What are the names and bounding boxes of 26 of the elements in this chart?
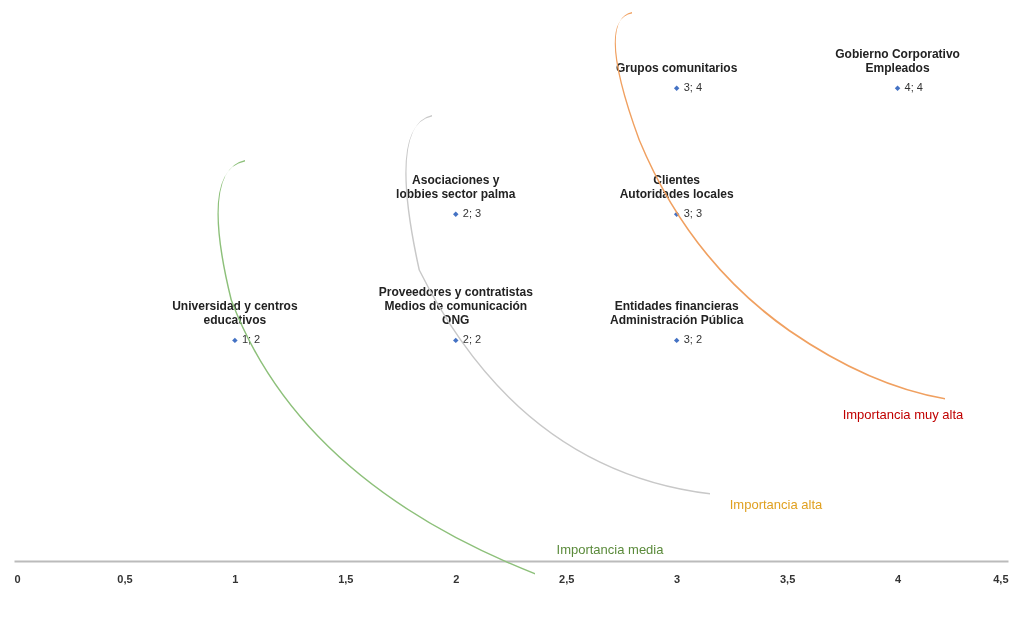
- annotation: Proveedores y contratistas Medios de comunicación ONG: [378, 285, 534, 328]
- data-label: 1; 2: [241, 333, 261, 346]
- x-tick-label: 1: [232, 572, 239, 585]
- x-tick-label: 0: [14, 572, 21, 585]
- annotation: Importancia alta: [729, 497, 824, 512]
- x-tick-label: 1,5: [338, 572, 354, 585]
- data-label: 3; 4: [683, 81, 703, 94]
- annotation: Importancia media: [556, 542, 665, 557]
- x-tick-label: 2: [453, 572, 460, 585]
- data-label: 2; 2: [462, 333, 482, 346]
- data-label: 2; 3: [462, 207, 482, 220]
- annotation: Asociaciones y lobbies sector palma: [396, 173, 516, 202]
- data-label: 3; 2: [683, 333, 703, 346]
- data-label: 3; 3: [683, 207, 703, 220]
- annotation: Entidades financieras Administración Pública: [609, 299, 744, 328]
- annotation: Universidad y centros educativos: [172, 299, 298, 328]
- annotation: Gobierno Corporativo Empleados: [835, 47, 960, 76]
- annotation: Grupos comunitarios: [615, 61, 738, 76]
- x-tick-label: 4,5: [993, 572, 1009, 585]
- x-tick-label: 0,5: [117, 572, 133, 585]
- x-tick-label: 2,5: [559, 572, 575, 585]
- x-tick-label: 3: [674, 572, 681, 585]
- annotation: Importancia muy alta: [842, 407, 965, 422]
- x-tick-label: 3,5: [779, 572, 796, 585]
- x-tick-label: 4: [894, 572, 902, 585]
- data-label: 4; 4: [904, 81, 923, 94]
